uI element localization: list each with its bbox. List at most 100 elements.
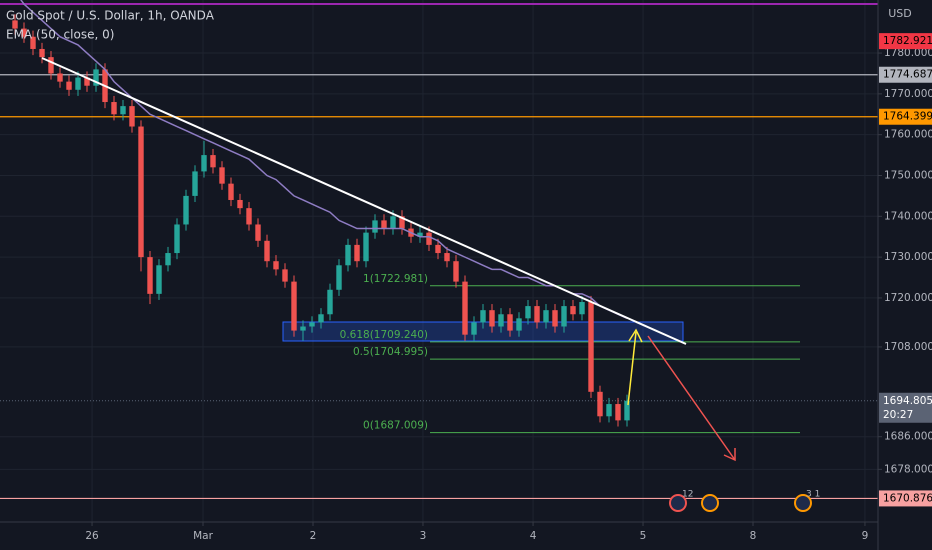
price-tag xyxy=(879,108,932,125)
x-tick-label: Mar xyxy=(193,530,213,542)
candle-body xyxy=(246,208,252,225)
y-tick-label: 1770.000 xyxy=(884,88,932,100)
y-tick-label: 1686.000 xyxy=(884,431,932,443)
candle-body xyxy=(615,404,621,421)
candle-body xyxy=(417,232,423,237)
last-price-tag xyxy=(879,392,932,423)
candle-body xyxy=(219,167,225,184)
event-icons xyxy=(669,494,812,512)
trendline xyxy=(41,57,687,345)
candle-body xyxy=(147,257,153,294)
candle-body xyxy=(507,314,513,331)
candle-body xyxy=(444,253,450,262)
x-tick-label: 2 xyxy=(310,530,317,542)
candle-body xyxy=(111,102,117,115)
candle-body xyxy=(516,318,522,331)
candle-body xyxy=(21,28,27,37)
y-tick-label: 1780.000 xyxy=(884,47,932,59)
fib-label: 0.618(1709.240) xyxy=(340,329,428,341)
candle-body xyxy=(291,281,297,331)
candle-body xyxy=(183,195,189,225)
indicator-label: EMA (50, close, 0) xyxy=(6,28,114,42)
price-tag xyxy=(879,490,932,507)
ema-line xyxy=(20,0,628,320)
candle-body xyxy=(237,199,243,209)
price-tag-label: 1670.876 xyxy=(883,492,932,504)
candle-body xyxy=(255,224,261,241)
candle-body xyxy=(597,391,603,417)
candle-body xyxy=(156,265,162,294)
yellow-arrow xyxy=(627,328,643,406)
candle-body xyxy=(201,155,207,172)
candle-body xyxy=(129,106,135,127)
candle-body xyxy=(327,289,333,315)
x-tick-label: 9 xyxy=(862,530,869,542)
candle-body xyxy=(345,244,351,266)
candle-body xyxy=(624,400,630,421)
candle-body xyxy=(480,310,486,323)
candle-body xyxy=(543,310,549,323)
y-tick-label: 1720.000 xyxy=(884,292,932,304)
x-tick-label: 26 xyxy=(85,530,99,542)
candle-body xyxy=(336,265,342,290)
y-tick-label: 1760.000 xyxy=(884,129,932,141)
candle-body xyxy=(471,322,477,335)
candle-body xyxy=(57,73,63,82)
candle-body xyxy=(93,69,99,86)
candle-body xyxy=(300,326,306,331)
grid xyxy=(0,0,878,522)
candle-body xyxy=(579,302,585,315)
candle-body xyxy=(228,183,234,200)
candle-body xyxy=(12,20,18,29)
event-count: 12 xyxy=(682,490,693,500)
candle-body xyxy=(534,306,540,323)
candle-body xyxy=(363,232,369,262)
candle-body xyxy=(75,77,81,90)
candle-body xyxy=(174,224,180,254)
x-tick-label: 8 xyxy=(750,530,757,542)
x-tick-label: 3 xyxy=(420,530,427,542)
candle-body xyxy=(426,232,432,245)
candle-body xyxy=(39,48,45,58)
candle-body xyxy=(120,106,126,115)
y-tick-label: 1750.000 xyxy=(884,169,932,181)
candle-body xyxy=(354,244,360,262)
candle-body xyxy=(435,244,441,254)
candle-body xyxy=(165,253,171,266)
y-tick-label: 1730.000 xyxy=(884,251,932,263)
candle-body xyxy=(273,261,279,270)
candle-body xyxy=(498,314,504,327)
candle-body xyxy=(462,281,468,335)
candle-body xyxy=(381,220,387,229)
candle-body xyxy=(264,240,270,262)
candle-body xyxy=(390,216,396,229)
last-price-label: 1694.805 xyxy=(883,395,932,407)
candle-body xyxy=(489,310,495,327)
price-axis xyxy=(878,0,932,550)
axes: 1678.000 1686.000 1708.000 1720.000 1730.000… xyxy=(85,33,932,542)
fib-label: 1(1722.981) xyxy=(363,273,428,285)
price-tag xyxy=(879,33,932,50)
y-tick-label: 1740.000 xyxy=(884,210,932,222)
x-tick-label: 4 xyxy=(530,530,537,542)
candle-body xyxy=(606,404,612,417)
candle-body xyxy=(570,306,576,315)
price-tag-label: 1774.687 xyxy=(883,69,932,81)
event-count: 3 1 xyxy=(806,490,820,500)
candle-body xyxy=(372,220,378,233)
fib-label: 0.5(1704.995) xyxy=(353,346,428,358)
chart-title: Gold Spot / U.S. Dollar, 1h, OANDA xyxy=(6,9,215,23)
price-tag-label: 1764.399 xyxy=(883,111,932,123)
candle-body xyxy=(282,269,288,282)
candle-body xyxy=(309,322,315,327)
candle-body xyxy=(525,306,531,319)
candle-body xyxy=(453,261,459,282)
currency: USD xyxy=(888,7,912,20)
candle-body xyxy=(210,155,216,168)
candle-body xyxy=(399,216,405,229)
fib-label: 0(1687.009) xyxy=(363,420,428,432)
candle-body xyxy=(561,306,567,327)
candle-body xyxy=(48,57,54,74)
